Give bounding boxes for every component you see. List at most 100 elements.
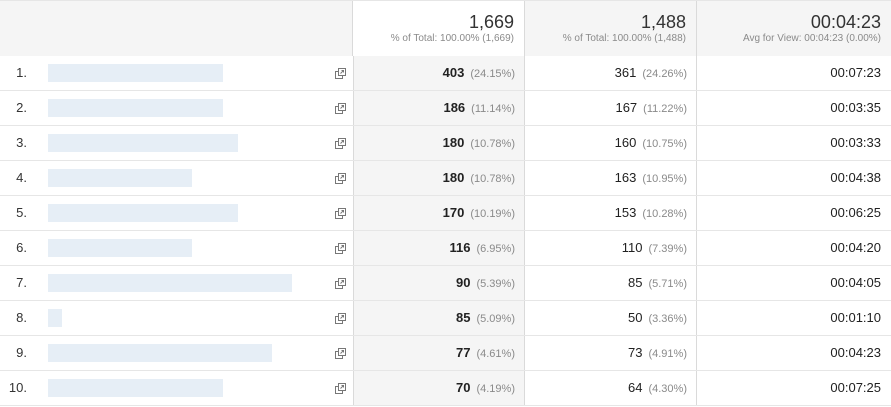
table-row[interactable]: 9. 77 (4.61%) 73 (4.91%) 00:04:23 bbox=[0, 336, 891, 371]
metric-2-percent: (11.22%) bbox=[643, 103, 687, 115]
row-dimension-label-redacted[interactable] bbox=[36, 56, 296, 90]
metric-1-percent: (4.19%) bbox=[476, 383, 515, 395]
row-metric-3: 00:04:20 bbox=[830, 240, 881, 255]
metric-2-value: 85 bbox=[628, 275, 643, 290]
row-index: 8. bbox=[16, 310, 27, 325]
row-dimension-label-redacted[interactable] bbox=[36, 126, 296, 160]
row-dimension-label-redacted[interactable] bbox=[36, 161, 296, 195]
row-index: 10. bbox=[8, 380, 27, 395]
table-row[interactable]: 4. 180 (10.78%) 163 (10.95%) 00:04:38 bbox=[0, 161, 891, 196]
metric-1-value: 180 bbox=[442, 135, 465, 150]
metric-1-value: 116 bbox=[449, 240, 471, 255]
metric-2-percent: (5.71%) bbox=[648, 278, 687, 290]
metric-2-value: 64 bbox=[628, 380, 643, 395]
row-index: 5. bbox=[16, 205, 27, 220]
header-dimension-cell bbox=[0, 1, 353, 56]
row-metric-1: 170 (10.19%) bbox=[353, 196, 525, 230]
metric-1-value: 77 bbox=[456, 345, 471, 360]
row-open-link[interactable] bbox=[330, 336, 350, 370]
row-dimension-label-redacted[interactable] bbox=[36, 266, 296, 300]
row-metric-3: 00:03:35 bbox=[830, 100, 881, 115]
table-row[interactable]: 8. 85 (5.09%) 50 (3.36%) 00:01:10 bbox=[0, 301, 891, 336]
row-index: 2. bbox=[16, 100, 27, 115]
table-row[interactable]: 3. 180 (10.78%) 160 (10.75%) 00:03:33 bbox=[0, 126, 891, 161]
row-dimension-label-redacted[interactable] bbox=[36, 91, 296, 125]
metric-1-value: 70 bbox=[456, 380, 471, 395]
row-open-link[interactable] bbox=[330, 161, 350, 195]
row-metric-2: 110 (7.39%) bbox=[525, 231, 697, 265]
row-open-link[interactable] bbox=[330, 371, 350, 405]
metric-2-value: 167 bbox=[615, 100, 638, 115]
table-row[interactable]: 5. 170 (10.19%) 153 (10.28%) 00:06:25 bbox=[0, 196, 891, 231]
metric-2-percent: (10.75%) bbox=[642, 138, 687, 150]
row-open-link[interactable] bbox=[330, 266, 350, 300]
metric-1-percent: (10.19%) bbox=[470, 208, 515, 220]
row-dimension-label-redacted[interactable] bbox=[36, 231, 296, 265]
open-in-new-icon bbox=[334, 383, 346, 394]
metric-3-subtotal: Avg for View: 00:04:23 (0.00%) bbox=[742, 33, 881, 44]
open-in-new-icon bbox=[334, 68, 346, 79]
row-open-link[interactable] bbox=[330, 91, 350, 125]
row-index: 9. bbox=[16, 345, 27, 360]
table-row[interactable]: 7. 90 (5.39%) 85 (5.71%) 00:04:05 bbox=[0, 266, 891, 301]
row-dimension-label-redacted[interactable] bbox=[36, 371, 296, 405]
row-metric-2: 85 (5.71%) bbox=[525, 266, 697, 300]
metric-1-percent: (10.78%) bbox=[470, 138, 515, 150]
row-metric-3: 00:04:23 bbox=[830, 345, 881, 360]
metric-2-value: 153 bbox=[614, 205, 637, 220]
row-open-link[interactable] bbox=[330, 301, 350, 335]
header-metric-2[interactable]: 1,488 % of Total: 100.00% (1,488) bbox=[525, 1, 697, 56]
open-in-new-icon bbox=[334, 348, 346, 359]
metric-1-value: 170 bbox=[442, 205, 465, 220]
table-row[interactable]: 1. 403 (24.15%) 361 (24.26%) 00:07:23 bbox=[0, 56, 891, 91]
row-dimension-label-redacted[interactable] bbox=[36, 301, 296, 335]
open-in-new-icon bbox=[334, 208, 346, 219]
metric-1-value: 85 bbox=[456, 310, 471, 325]
row-metric-3: 00:07:25 bbox=[830, 380, 881, 395]
metric-1-value: 403 bbox=[442, 65, 465, 80]
open-in-new-icon bbox=[334, 173, 346, 184]
row-open-link[interactable] bbox=[330, 56, 350, 90]
metric-1-total: 1,669 bbox=[468, 12, 514, 32]
open-in-new-icon bbox=[334, 138, 346, 149]
row-metric-1: 77 (4.61%) bbox=[353, 336, 525, 370]
metric-2-percent: (7.39%) bbox=[648, 243, 687, 255]
header-metric-3[interactable]: 00:04:23 Avg for View: 00:04:23 (0.00%) bbox=[697, 1, 891, 56]
row-metric-2: 163 (10.95%) bbox=[525, 161, 697, 195]
open-in-new-icon bbox=[334, 313, 346, 324]
row-index: 7. bbox=[16, 275, 27, 290]
row-metric-1: 403 (24.15%) bbox=[353, 56, 525, 90]
metric-2-total: 1,488 bbox=[640, 12, 686, 32]
row-metric-3: 00:01:10 bbox=[830, 310, 881, 325]
table-row[interactable]: 10. 70 (4.19%) 64 (4.30%) 00:07:25 bbox=[0, 371, 891, 406]
metric-1-value: 90 bbox=[456, 275, 471, 290]
row-index: 1. bbox=[16, 65, 27, 80]
metric-2-value: 50 bbox=[628, 310, 643, 325]
row-metric-2: 50 (3.36%) bbox=[525, 301, 697, 335]
table-header: 1,669 % of Total: 100.00% (1,669) 1,488 … bbox=[0, 0, 891, 56]
row-open-link[interactable] bbox=[330, 126, 350, 160]
row-metric-3: 00:03:33 bbox=[830, 135, 881, 150]
row-metric-2: 167 (11.22%) bbox=[525, 91, 697, 125]
row-dimension-label-redacted[interactable] bbox=[36, 336, 296, 370]
row-index: 3. bbox=[16, 135, 27, 150]
row-dimension-label-redacted[interactable] bbox=[36, 196, 296, 230]
table-row[interactable]: 2. 186 (11.14%) 167 (11.22%) 00:03:35 bbox=[0, 91, 891, 126]
metric-1-value: 186 bbox=[443, 100, 466, 115]
row-open-link[interactable] bbox=[330, 196, 350, 230]
metric-1-percent: (6.95%) bbox=[476, 243, 515, 255]
metric-2-value: 163 bbox=[614, 170, 637, 185]
row-open-link[interactable] bbox=[330, 231, 350, 265]
row-metric-3: 00:04:05 bbox=[830, 275, 881, 290]
metric-1-percent: (5.09%) bbox=[476, 313, 515, 325]
metric-2-percent: (10.95%) bbox=[642, 173, 687, 185]
row-metric-2: 64 (4.30%) bbox=[525, 371, 697, 405]
row-metric-2: 160 (10.75%) bbox=[525, 126, 697, 160]
row-metric-3: 00:04:38 bbox=[830, 170, 881, 185]
row-metric-1: 180 (10.78%) bbox=[353, 161, 525, 195]
header-metric-1[interactable]: 1,669 % of Total: 100.00% (1,669) bbox=[353, 1, 525, 56]
metric-2-percent: (24.26%) bbox=[642, 68, 687, 80]
metric-1-subtotal: % of Total: 100.00% (1,669) bbox=[390, 33, 514, 44]
table-row[interactable]: 6. 116 (6.95%) 110 (7.39%) 00:04:20 bbox=[0, 231, 891, 266]
